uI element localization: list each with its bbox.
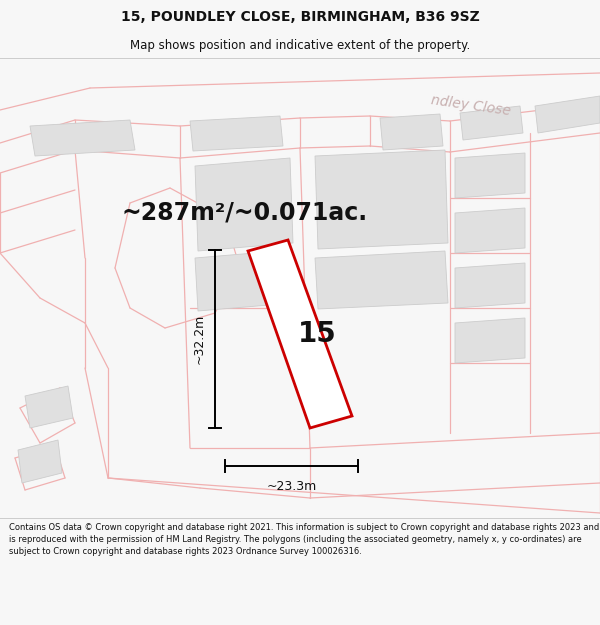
Polygon shape	[248, 240, 352, 428]
Text: Map shows position and indicative extent of the property.: Map shows position and indicative extent…	[130, 39, 470, 52]
Text: 15, POUNDLEY CLOSE, BIRMINGHAM, B36 9SZ: 15, POUNDLEY CLOSE, BIRMINGHAM, B36 9SZ	[121, 11, 479, 24]
Polygon shape	[455, 318, 525, 363]
Polygon shape	[190, 116, 283, 151]
Polygon shape	[315, 150, 448, 249]
Text: ~287m²/~0.071ac.: ~287m²/~0.071ac.	[122, 201, 368, 225]
Text: Contains OS data © Crown copyright and database right 2021. This information is : Contains OS data © Crown copyright and d…	[9, 523, 599, 556]
Polygon shape	[535, 96, 600, 133]
Polygon shape	[18, 440, 62, 483]
Polygon shape	[460, 106, 523, 140]
Text: 15: 15	[298, 320, 337, 348]
Polygon shape	[455, 208, 525, 253]
Polygon shape	[25, 386, 73, 428]
Polygon shape	[30, 120, 135, 156]
Text: ~23.3m: ~23.3m	[266, 480, 317, 493]
Text: ~32.2m: ~32.2m	[193, 314, 206, 364]
Polygon shape	[455, 263, 525, 308]
Polygon shape	[455, 153, 525, 198]
Polygon shape	[380, 114, 443, 150]
Text: ndley Close: ndley Close	[430, 94, 512, 119]
Polygon shape	[315, 251, 448, 309]
Polygon shape	[195, 250, 293, 311]
Polygon shape	[195, 158, 293, 251]
